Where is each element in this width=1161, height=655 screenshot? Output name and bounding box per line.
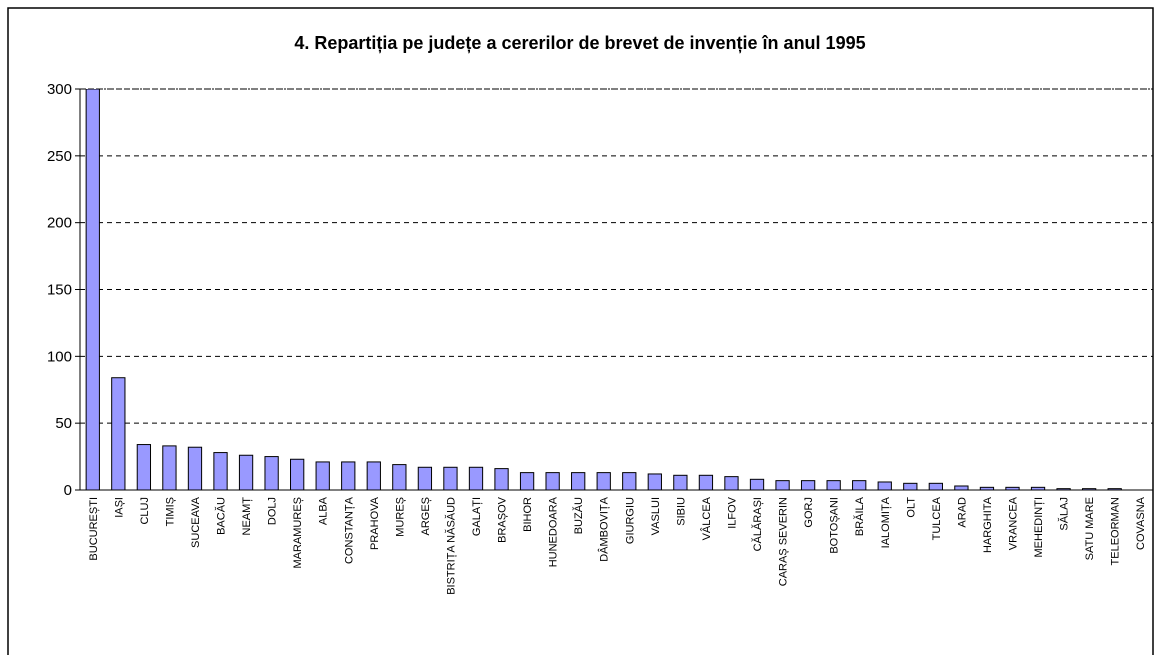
x-tick-label: TIMIȘ xyxy=(164,497,176,526)
y-tick-label: 200 xyxy=(47,215,72,232)
y-tick-label: 150 xyxy=(47,282,72,299)
bar xyxy=(85,89,100,491)
x-tick-label: TELEORMAN xyxy=(1110,497,1122,566)
x-tick-label: IAȘI xyxy=(113,497,125,518)
x-tick-label: GORJ xyxy=(803,497,815,528)
bar xyxy=(800,480,816,491)
bar xyxy=(545,472,560,491)
x-tick-label: VRANCEA xyxy=(1007,496,1019,550)
bar xyxy=(290,458,305,491)
x-tick-label: CLUJ xyxy=(139,497,151,525)
x-tick-label: BOTOȘANI xyxy=(829,497,841,554)
bar xyxy=(596,472,611,491)
x-tick-label: VASLUI xyxy=(650,497,662,535)
bar xyxy=(417,466,433,491)
x-tick-label: CARAȘ SEVERIN xyxy=(778,497,790,586)
bar xyxy=(826,480,841,491)
x-tick-label: HUNEDOARA xyxy=(548,496,560,567)
bar xyxy=(443,466,458,491)
bar xyxy=(571,472,586,491)
x-tick-label: VÂLCEA xyxy=(700,496,713,540)
y-tick-label: 100 xyxy=(47,348,72,365)
bar xyxy=(954,485,969,491)
bar xyxy=(775,480,790,491)
x-tick-label: NEAMȚ xyxy=(241,497,253,536)
bar xyxy=(673,474,688,491)
bar xyxy=(724,476,739,491)
bar xyxy=(928,482,943,491)
y-tick-label: 300 xyxy=(47,81,72,98)
x-tick-label: GIURGIU xyxy=(624,497,636,544)
y-tick-label: 0 xyxy=(64,482,72,499)
x-tick-label: BRAȘOV xyxy=(497,496,509,543)
x-tick-label: ILFOV xyxy=(726,496,738,528)
x-tick-label: IALOMIȚA xyxy=(880,496,892,548)
x-tick-label: OLT xyxy=(905,497,917,518)
bar xyxy=(877,481,892,491)
x-tick-label: MUREȘ xyxy=(394,497,406,537)
x-tick-label: SIBIU xyxy=(675,497,687,526)
bar xyxy=(238,454,254,491)
x-tick-label: SUCEAVA xyxy=(190,496,202,548)
bar xyxy=(136,444,152,491)
x-tick-label: BUCUREȘTI xyxy=(88,497,100,561)
bar xyxy=(341,461,356,491)
x-tick-label: COVASNA xyxy=(1135,496,1147,550)
x-tick-label: BIHOR xyxy=(522,497,534,532)
x-tick-label: CĂLĂRAȘI xyxy=(751,497,764,551)
bar xyxy=(698,474,714,491)
x-tick-label: MEHEDINȚI xyxy=(1033,497,1045,558)
x-tick-label: BRĂILA xyxy=(853,496,866,536)
bar xyxy=(366,461,381,491)
x-tick-label: MARAMUREȘ xyxy=(292,497,304,569)
x-tick-label: SĂLAJ xyxy=(1058,497,1071,531)
bar xyxy=(494,468,509,491)
x-tick-label: ARAD xyxy=(956,497,968,528)
bar xyxy=(622,472,637,491)
chart-border xyxy=(7,7,1154,655)
x-tick-label: CONSTANȚA xyxy=(343,496,355,564)
x-tick-label: SATU MARE xyxy=(1084,497,1096,560)
bar xyxy=(162,445,177,491)
bar xyxy=(647,473,662,491)
bar xyxy=(392,464,407,491)
chart-title: 4. Repartiția pe județe a cererilor de b… xyxy=(294,33,865,53)
bar xyxy=(852,480,867,491)
x-tick-label: PRAHOVA xyxy=(369,496,381,550)
y-tick-label: 250 xyxy=(47,148,72,165)
bar xyxy=(903,482,918,491)
bar xyxy=(187,446,203,491)
x-tick-label: ARGEȘ xyxy=(420,497,432,536)
x-tick-label: HARGHITA xyxy=(982,496,994,553)
x-tick-label: DÂMBOVIȚA xyxy=(598,496,611,561)
x-tick-label: BISTRIȚA NĂSĂUD xyxy=(444,497,457,595)
bar xyxy=(749,478,765,491)
bar xyxy=(213,452,228,491)
x-tick-label: TULCEA xyxy=(931,496,943,540)
bar xyxy=(264,456,279,491)
bar xyxy=(315,461,330,491)
x-tick-label: BUZĂU xyxy=(572,497,585,534)
bar xyxy=(111,377,126,491)
x-tick-label: GALAȚI xyxy=(471,497,483,536)
bar xyxy=(468,466,484,491)
y-tick-label: 50 xyxy=(55,415,72,432)
x-tick-label: DOLJ xyxy=(267,497,279,525)
bar xyxy=(519,472,535,491)
x-tick-label: ALBA xyxy=(318,496,330,525)
x-tick-label: BACĂU xyxy=(215,497,228,535)
